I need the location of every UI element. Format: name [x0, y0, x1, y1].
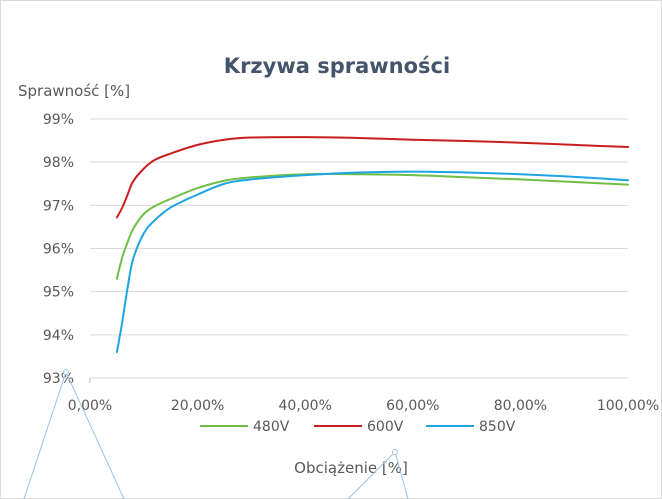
gridlines — [90, 118, 628, 379]
x-tick-label: 20,00% — [171, 398, 224, 414]
x-tick-label: 60,00% — [386, 398, 439, 414]
chart-title: Krzywa sprawności — [224, 54, 450, 78]
y-tick-label: 98% — [43, 155, 74, 171]
y-tick-label: 95% — [43, 285, 74, 301]
y-tick-label: 93% — [43, 371, 74, 387]
series-line-850v — [115, 170, 629, 354]
series-line-600v — [115, 136, 629, 219]
x-tick-label: 0,00% — [68, 398, 112, 414]
callout-lines — [23, 371, 409, 499]
legend-label-480v: 480V — [253, 419, 290, 435]
y-axis-title: Sprawność [%] — [18, 82, 130, 100]
y-tick-label: 96% — [43, 242, 74, 258]
y-tick-label: 97% — [43, 198, 74, 214]
callout-markers — [63, 369, 398, 455]
legend: 480V 600V 850V — [200, 419, 516, 435]
plot-area — [115, 136, 629, 354]
legend-label-850v: 850V — [479, 419, 516, 435]
x-tick-label: 40,00% — [279, 398, 332, 414]
y-axis-ticks: 93% 94% 95% 96% 97% 98% 99% — [43, 112, 74, 387]
legend-label-600v: 600V — [367, 419, 404, 435]
y-tick-label: 94% — [43, 328, 74, 344]
y-tick-label: 99% — [43, 112, 74, 128]
x-axis-title: Obciążenie [%] — [294, 459, 408, 477]
series-line-480v — [115, 172, 629, 280]
x-axis-ticks: 0,00% 20,00% 40,00% 60,00% 80,00% 100,00% — [68, 378, 659, 414]
x-tick-label: 100,00% — [597, 398, 659, 414]
x-tick-label: 80,00% — [494, 398, 547, 414]
